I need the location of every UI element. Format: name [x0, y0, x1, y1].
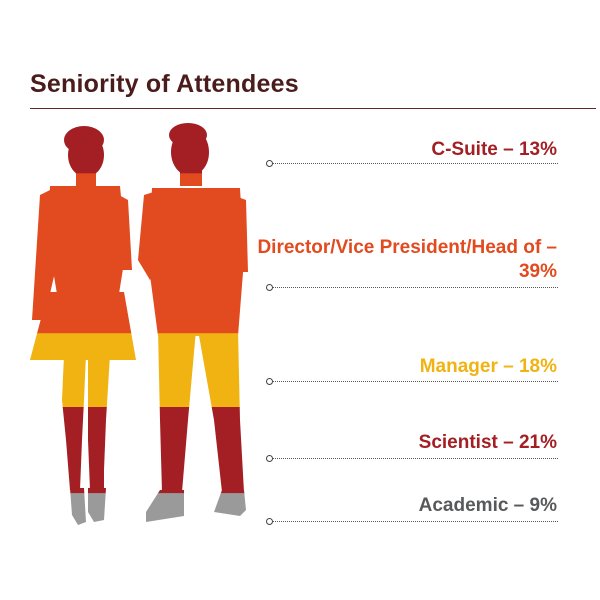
man-silhouette — [138, 123, 248, 522]
legend-label-c-suite: C-Suite – 13% — [431, 139, 557, 160]
leader-dot-academic — [266, 518, 273, 525]
man-band-director — [138, 173, 248, 334]
legend-label-scientist: Scientist – 21% — [418, 432, 557, 453]
leader-line-manager — [266, 378, 558, 385]
legend-label-manager: Manager – 18% — [419, 356, 557, 377]
legend-label-academic: Academic – 9% — [418, 495, 557, 516]
man-band-scientist — [138, 407, 248, 494]
leader-line-scientist — [266, 455, 558, 462]
woman-band-academic — [30, 493, 136, 525]
chart-title: Seniority of Attendees — [30, 70, 299, 98]
legend-entry-c-suite: C-Suite – 13% — [257, 138, 557, 162]
legend-entry-manager: Manager – 18% — [257, 355, 557, 379]
legend-entry-director: Director/Vice President/Head of – 39% — [257, 236, 557, 284]
legend-label-director: Director/Vice President/Head of – 39% — [257, 237, 557, 282]
man-band-manager — [138, 333, 248, 408]
legend-entry-academic: Academic – 9% — [257, 494, 557, 518]
leader-dot-scientist — [266, 455, 273, 462]
woman-silhouette — [30, 126, 136, 525]
leader-dot-director — [266, 284, 273, 291]
man-band-academic — [138, 493, 248, 522]
woman-band-scientist — [30, 407, 136, 494]
leader-line-academic — [266, 518, 558, 525]
woman-band-director — [30, 173, 136, 334]
woman-band-manager — [30, 333, 136, 408]
leader-line-c-suite — [266, 160, 558, 167]
legend-entry-scientist: Scientist – 21% — [257, 431, 557, 455]
man-band-c-suite — [138, 123, 248, 174]
leader-dot-c-suite — [266, 160, 273, 167]
title-divider — [30, 108, 596, 109]
leader-dot-manager — [266, 378, 273, 385]
leader-line-director — [266, 284, 558, 291]
woman-band-c-suite — [30, 126, 136, 174]
